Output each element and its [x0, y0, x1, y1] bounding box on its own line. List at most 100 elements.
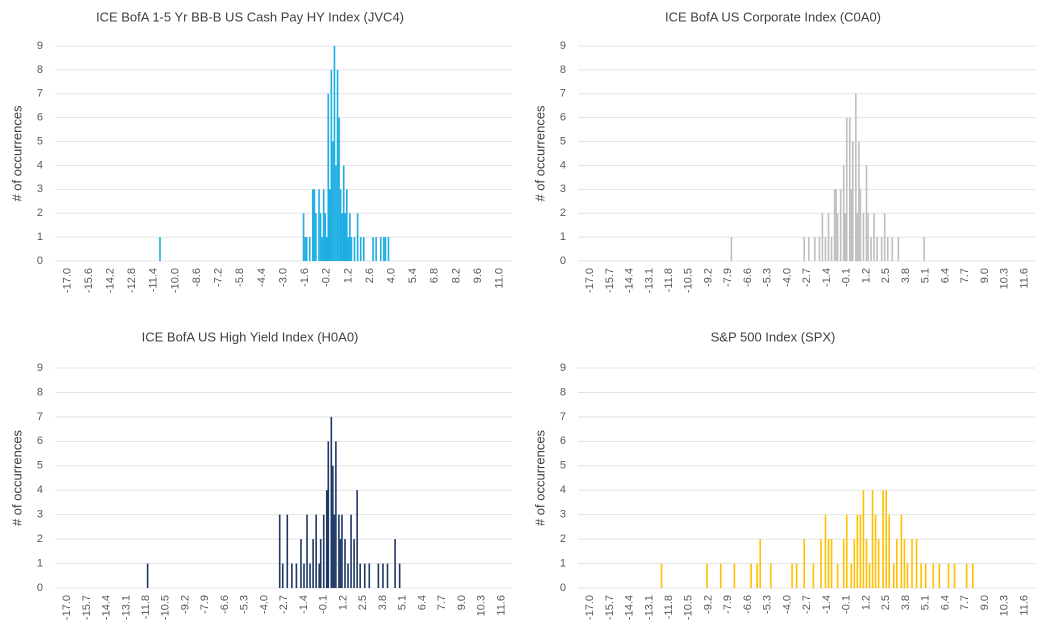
bar [332, 141, 334, 261]
bar [346, 189, 348, 261]
bar [281, 563, 284, 588]
x-tick-label: -15.7 [604, 268, 616, 293]
bar [870, 237, 872, 261]
chart-panel: ICE BofA 1-5 Yr BB-B US Cash Pay HY Inde… [9, 9, 512, 293]
bar [770, 563, 772, 588]
bar [382, 563, 384, 588]
chart-panel: ICE BofA US High Yield Index (H0A0) # of … [9, 329, 512, 620]
x-tick-label: -11.8 [140, 595, 152, 619]
x-tick-label: 1.2 [337, 595, 349, 610]
bar [883, 213, 886, 261]
bar [359, 237, 362, 261]
x-tick-label: -5.3 [762, 268, 774, 287]
x-tick-label: -14.4 [624, 268, 636, 293]
bar [876, 237, 878, 261]
bar [278, 514, 281, 588]
bar [830, 237, 833, 261]
x-tick-label: 2.5 [880, 268, 892, 283]
x-tick-label: -0.1 [841, 268, 853, 287]
bar [835, 189, 837, 261]
y-tick-label: 4 [37, 484, 43, 496]
bar [730, 237, 733, 261]
bar [953, 563, 956, 588]
bar [379, 237, 382, 261]
bar [842, 539, 845, 588]
x-tick-label: -5.8 [234, 268, 246, 287]
x-tick-label: 5.4 [407, 268, 419, 283]
bar [341, 213, 343, 261]
bar [336, 69, 339, 261]
bar [859, 189, 862, 261]
x-tick-label: 9.6 [472, 268, 484, 283]
bar [795, 563, 798, 588]
x-tick-label: 8.2 [450, 268, 462, 283]
x-tick-label: 7.7 [436, 595, 448, 610]
bar [827, 213, 830, 261]
bar [859, 514, 862, 588]
x-tick-label: 9.0 [979, 268, 991, 283]
bar [327, 441, 330, 588]
x-tick-label: -15.6 [83, 268, 95, 293]
x-tick-label: -2.7 [801, 595, 813, 614]
bar [750, 563, 752, 588]
bar [845, 117, 848, 262]
bar [341, 514, 343, 588]
y-tick-label: 6 [37, 112, 43, 124]
bar [836, 213, 839, 261]
bar [915, 539, 918, 588]
bar [850, 189, 853, 261]
x-tick-label: 2.5 [357, 595, 369, 610]
bar [706, 563, 708, 588]
bar [756, 563, 758, 588]
bar [882, 490, 884, 588]
y-tick-label: 5 [37, 135, 43, 147]
bar [300, 539, 302, 588]
y-tick-label: 0 [560, 255, 566, 267]
bar [333, 514, 336, 588]
bar [923, 237, 925, 261]
bar [338, 514, 340, 588]
bar [836, 563, 839, 588]
x-tick-label: -1.4 [298, 595, 310, 614]
x-tick-label: -9.2 [702, 268, 714, 287]
x-tick-label: 6.4 [416, 595, 428, 610]
bar [848, 117, 851, 262]
bar [807, 237, 810, 261]
y-tick-label: 3 [560, 183, 566, 195]
bar [824, 237, 827, 261]
bar [329, 189, 331, 261]
x-tick-label: 7.7 [959, 595, 971, 610]
bar [350, 237, 353, 261]
x-tick-label: -17.0 [584, 595, 596, 620]
x-tick-label: -17.0 [61, 595, 73, 620]
bar [363, 563, 366, 588]
y-tick-label: 8 [37, 386, 43, 398]
bar [844, 213, 847, 261]
bar [315, 514, 317, 588]
x-tick-label: 3.8 [900, 268, 912, 283]
bar [867, 213, 869, 261]
bar [312, 539, 314, 588]
bar [333, 46, 336, 261]
x-tick-label: 9.0 [979, 595, 991, 610]
y-tick-label: 2 [37, 533, 43, 545]
bar [845, 514, 848, 588]
bar [306, 514, 308, 588]
x-tick-label: -0.1 [318, 595, 330, 614]
x-tick-label: -1.4 [821, 268, 833, 287]
x-tick-label: -2.7 [801, 268, 813, 287]
bar [855, 93, 857, 262]
x-tick-label: -1.6 [299, 268, 311, 287]
chart-panel: S&P 500 Index (SPX) # of occurrences 0 1 2 3 4… [532, 329, 1035, 620]
bar [332, 465, 334, 588]
y-tick-label: 9 [560, 362, 566, 374]
x-tick-label: -5.3 [239, 595, 251, 614]
x-tick-label: -10.5 [683, 595, 695, 620]
bar [842, 165, 845, 261]
bar [903, 539, 906, 588]
bar [833, 189, 836, 261]
bar [339, 539, 342, 588]
bar [871, 490, 874, 588]
chart-title: S&P 500 Index (SPX) [711, 329, 836, 344]
x-tick-label: 3.8 [900, 595, 912, 610]
